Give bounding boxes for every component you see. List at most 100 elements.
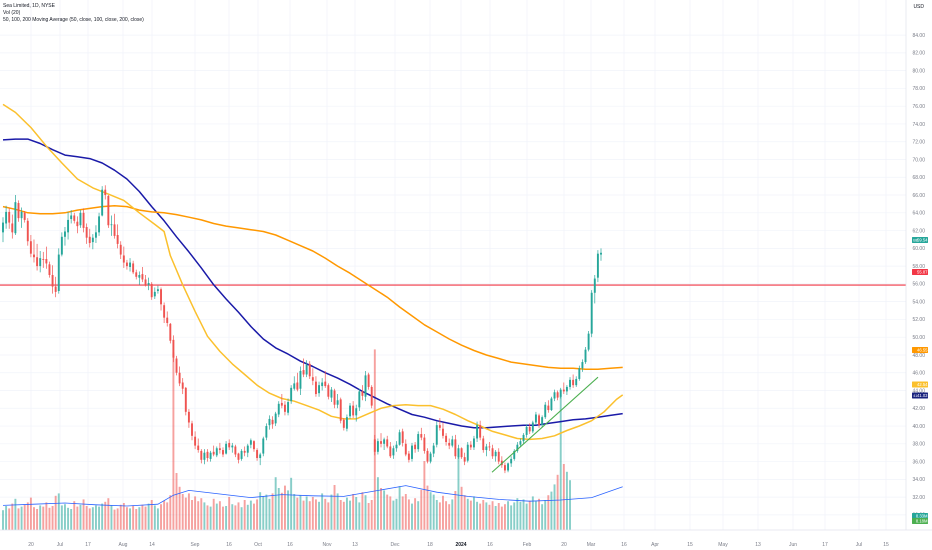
candle[interactable] [169,323,172,341]
candle[interactable] [404,443,407,455]
candle[interactable] [349,405,351,417]
candle[interactable] [181,382,184,389]
candle[interactable] [469,444,472,448]
candle[interactable] [147,282,150,285]
candle[interactable] [215,448,218,456]
candle[interactable] [314,381,317,395]
candle[interactable] [463,457,466,462]
candle[interactable] [565,386,568,392]
candle[interactable] [33,254,35,258]
candle[interactable] [519,441,522,445]
candle[interactable] [547,405,550,411]
candle[interactable] [14,202,17,234]
trendline[interactable] [491,376,599,473]
candle[interactable] [333,390,336,405]
candle[interactable] [513,450,516,459]
candle[interactable] [330,389,333,398]
candle[interactable] [398,432,401,445]
candle[interactable] [411,445,413,459]
candle[interactable] [355,408,358,416]
candle[interactable] [386,439,389,447]
candle[interactable] [466,444,469,461]
candle[interactable] [42,259,45,260]
candle[interactable] [175,358,178,373]
candle[interactable] [138,275,141,278]
candle[interactable] [107,195,110,226]
candle[interactable] [380,441,382,444]
candle[interactable] [420,434,423,438]
candle[interactable] [234,446,237,455]
candle[interactable] [482,438,485,451]
candle[interactable] [587,333,590,350]
candle[interactable] [342,419,345,428]
ma50-line[interactable] [2,103,624,441]
candle[interactable] [358,391,361,408]
candle[interactable] [457,448,460,458]
candle[interactable] [562,389,565,392]
candle[interactable] [94,232,97,238]
candle[interactable] [166,317,169,323]
candle[interactable] [556,392,559,398]
candle[interactable] [287,402,290,413]
candle[interactable] [373,439,376,452]
candle[interactable] [352,405,355,416]
candle[interactable] [172,339,175,358]
candle[interactable] [290,387,293,402]
candle[interactable] [485,446,488,451]
candle[interactable] [8,211,11,223]
candle[interactable] [110,224,113,226]
candle[interactable] [249,440,252,445]
candle[interactable] [184,387,187,412]
candle[interactable] [82,212,85,228]
candle[interactable] [572,379,575,386]
candle[interactable] [516,444,519,451]
candle[interactable] [494,451,497,457]
candle[interactable] [432,445,435,454]
volume-legend[interactable]: Vol (20) [3,10,21,16]
ma100-line[interactable] [2,138,623,429]
candle[interactable] [473,438,475,448]
candle[interactable] [383,439,386,444]
candle[interactable] [187,411,190,423]
candle[interactable] [488,446,491,448]
candle[interactable] [256,450,259,459]
candle[interactable] [231,445,234,448]
candle[interactable] [79,212,82,226]
candle[interactable] [525,426,528,435]
candle[interactable] [460,448,463,458]
candle[interactable] [194,436,197,446]
candle[interactable] [327,385,330,397]
candle[interactable] [206,451,209,459]
candle[interactable] [497,451,500,462]
candle[interactable] [203,452,206,460]
candle[interactable] [274,413,277,424]
candle[interactable] [228,442,231,448]
candle[interactable] [85,227,88,238]
candle[interactable] [209,452,212,459]
candle[interactable] [522,434,525,442]
candle[interactable] [593,278,596,293]
candle[interactable] [476,425,479,439]
candle[interactable] [544,404,547,418]
candle[interactable] [48,264,51,275]
candle[interactable] [265,426,268,438]
candle[interactable] [129,262,131,268]
candle[interactable] [178,372,181,384]
candle[interactable] [569,379,571,387]
candle[interactable] [20,211,23,219]
candle[interactable] [36,257,39,267]
candle[interactable] [246,445,249,453]
candle[interactable] [361,391,364,396]
candle[interactable] [240,450,243,459]
candle[interactable] [60,236,63,255]
candle[interactable] [296,382,299,390]
candle[interactable] [153,291,156,297]
candle[interactable] [70,215,73,220]
candle[interactable] [578,368,581,379]
candle[interactable] [54,286,57,292]
candle[interactable] [11,223,14,233]
candle[interactable] [596,253,599,278]
candle[interactable] [122,255,125,263]
candle[interactable] [299,370,302,389]
